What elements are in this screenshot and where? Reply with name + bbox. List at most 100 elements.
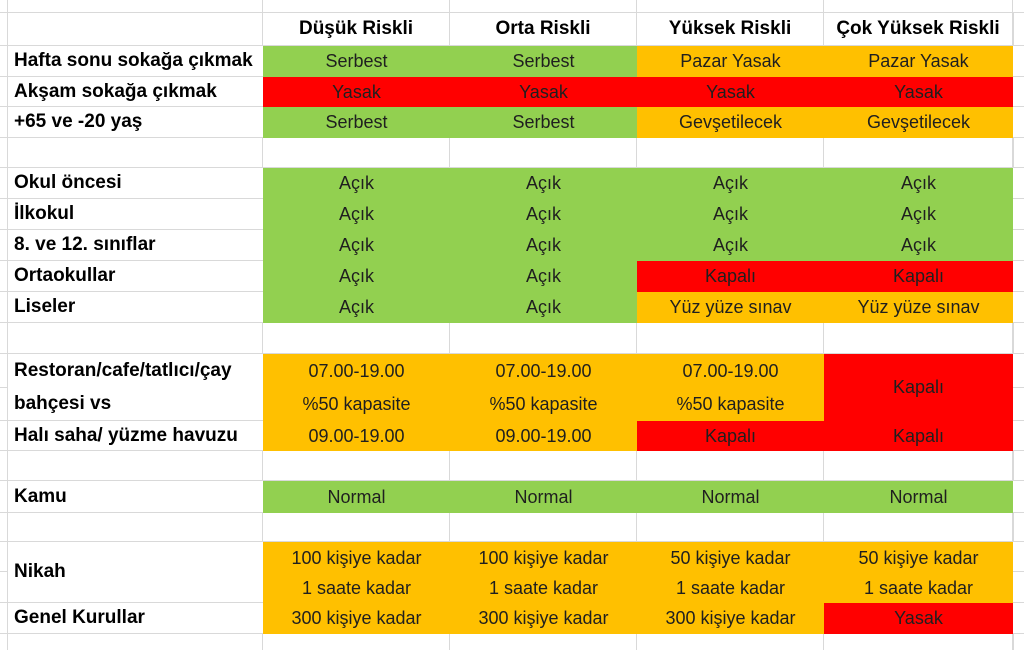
empty-cell: [8, 634, 263, 650]
row-spacer: [0, 138, 1024, 168]
gutter-right-cell: [1013, 481, 1024, 513]
gutter-left-cell: [0, 168, 8, 199]
cell-line2: 1 saate kadar: [488, 577, 599, 598]
empty-cell: [824, 513, 1013, 542]
empty-cell: [637, 0, 824, 13]
gutter-right-cell: [1013, 513, 1024, 542]
cell-ortaokullar-orta: Açık: [450, 261, 637, 292]
gutter-right-cell: [1013, 168, 1024, 199]
gutter-left-cell: [0, 138, 8, 168]
empty-cell: [637, 634, 824, 650]
empty-cell: [8, 513, 263, 542]
gutter-right-cell: [1013, 46, 1024, 77]
empty-cell: [824, 0, 1013, 13]
gutter-right-cell: [1013, 199, 1024, 230]
empty-cell: [637, 513, 824, 542]
gutter-left-cell: [0, 77, 8, 107]
empty-cell: [8, 451, 263, 481]
cell-ortaokullar-cok-yuksek: Kapalı: [824, 261, 1013, 292]
label-8-12-siniflar: 8. ve 12. sınıflar: [8, 230, 263, 261]
cell-restoran-orta: 07.00-19.00 %50 kapasite: [450, 354, 637, 421]
cell-siniflar-dusuk: Açık: [263, 230, 450, 261]
gutter-left-cell: [0, 323, 8, 354]
gutter-right-cell: [1013, 77, 1024, 107]
cell-line1: 50 kişiye kadar: [670, 547, 791, 568]
cell-siniflar-orta: Açık: [450, 230, 637, 261]
empty-cell: [450, 634, 637, 650]
cell-line1: 50 kişiye kadar: [858, 547, 979, 568]
row-hafta-sonu: Hafta sonu sokağa çıkmak Serbest Serbest…: [0, 46, 1024, 77]
gutter-left-cell: [0, 199, 8, 230]
gutter-right-cell: [1013, 354, 1024, 388]
header-yuksek-riskli: Yüksek Riskli: [637, 13, 824, 46]
cell-siniflar-yuksek: Açık: [637, 230, 824, 261]
gutter-right-cell: [1013, 0, 1024, 13]
gutter-left-cell: [0, 387, 8, 421]
label-restoran: Restoran/cafe/tatlıcı/çay bahçesi vs: [8, 354, 263, 421]
row-liseler: Liseler Açık Açık Yüz yüze sınav Yüz yüz…: [0, 292, 1024, 323]
cell-liseler-dusuk: Açık: [263, 292, 450, 323]
label-genel-kurullar: Genel Kurullar: [8, 603, 263, 634]
cell-hali-saha-dusuk: 09.00-19.00: [263, 421, 450, 451]
empty-cell: [450, 451, 637, 481]
gutter-left-cell: [0, 354, 8, 388]
cell-kamu-yuksek: Normal: [637, 481, 824, 513]
cell-genel-kurullar-dusuk: 300 kişiye kadar: [263, 603, 450, 634]
gutter-right-cell: [1013, 388, 1024, 421]
label-kamu: Kamu: [8, 481, 263, 513]
gutter-right-cell: [1013, 292, 1024, 323]
cell-ilkokul-dusuk: Açık: [263, 199, 450, 230]
row-header: Düşük Riskli Orta Riskli Yüksek Riskli Ç…: [0, 13, 1024, 46]
label-hafta-sonu: Hafta sonu sokağa çıkmak: [8, 46, 263, 77]
empty-cell: [8, 0, 263, 13]
cell-line1: 07.00-19.00: [682, 360, 779, 381]
gutter-right-cell: [1013, 634, 1024, 650]
cell-hafta-sonu-yuksek: Pazar Yasak: [637, 46, 824, 77]
cell-aksam-dusuk: Yasak: [263, 77, 450, 107]
empty-cell: [637, 138, 824, 168]
row-restoran: Restoran/cafe/tatlıcı/çay bahçesi vs 07.…: [0, 354, 1024, 421]
empty-cell: [263, 0, 450, 13]
gutter-left-cell: [0, 421, 8, 451]
gutter-right-cell: [1013, 421, 1024, 451]
empty-cell: [450, 513, 637, 542]
gutter-right-cell: [1013, 542, 1024, 572]
cell-restoran-dusuk: 07.00-19.00 %50 kapasite: [263, 354, 450, 421]
row-okul-oncesi: Okul öncesi Açık Açık Açık Açık: [0, 168, 1024, 199]
gutter-left-cell: [0, 451, 8, 481]
cell-line1: 100 kişiye kadar: [291, 547, 422, 568]
gutter-right-cell: [1013, 230, 1024, 261]
gutter-right-cell: [1013, 13, 1024, 46]
label-line1: Restoran/cafe/tatlıcı/çay: [14, 360, 232, 381]
cell-genel-kurullar-yuksek: 300 kişiye kadar: [637, 603, 824, 634]
row-8-12-siniflar: 8. ve 12. sınıflar Açık Açık Açık Açık: [0, 230, 1024, 261]
header-cok-yuksek-riskli: Çok Yüksek Riskli: [824, 13, 1013, 46]
empty-cell: [450, 323, 637, 354]
gutter-left-cell: [0, 572, 8, 603]
label-hali-saha: Halı saha/ yüzme havuzu: [8, 421, 263, 451]
empty-cell: [8, 138, 263, 168]
cell-line1: 07.00-19.00: [495, 360, 592, 381]
gutter-left-cell: [0, 292, 8, 323]
row-kamu: Kamu Normal Normal Normal Normal: [0, 481, 1024, 513]
empty-cell: [450, 138, 637, 168]
cell-liseler-orta: Açık: [450, 292, 637, 323]
cell-aksam-yuksek: Yasak: [637, 77, 824, 107]
row-aksam: Akşam sokağa çıkmak Yasak Yasak Yasak Ya…: [0, 77, 1024, 107]
row-hali-saha: Halı saha/ yüzme havuzu 09.00-19.00 09.0…: [0, 421, 1024, 451]
label-ilkokul: İlkokul: [8, 199, 263, 230]
label-liseler: Liseler: [8, 292, 263, 323]
cell-line2: 1 saate kadar: [675, 577, 786, 598]
row-spacer: [0, 323, 1024, 354]
cell-yas-yuksek: Gevşetilecek: [637, 107, 824, 138]
gutter-right-cell: [1013, 138, 1024, 168]
cell-ilkokul-yuksek: Açık: [637, 199, 824, 230]
cell-ortaokullar-yuksek: Kapalı: [637, 261, 824, 292]
gutter-left-cell: [0, 542, 8, 572]
gutter-right-cell: [1013, 107, 1024, 138]
empty-cell: [637, 451, 824, 481]
cell-siniflar-cok-yuksek: Açık: [824, 230, 1013, 261]
label-line2: bahçesi vs: [14, 393, 112, 414]
cell-nikah-dusuk: 100 kişiye kadar 1 saate kadar: [263, 542, 450, 603]
